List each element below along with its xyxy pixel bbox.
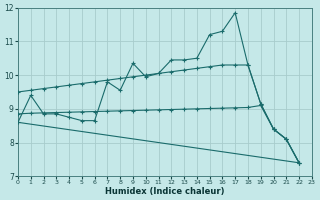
X-axis label: Humidex (Indice chaleur): Humidex (Indice chaleur) (105, 187, 225, 196)
